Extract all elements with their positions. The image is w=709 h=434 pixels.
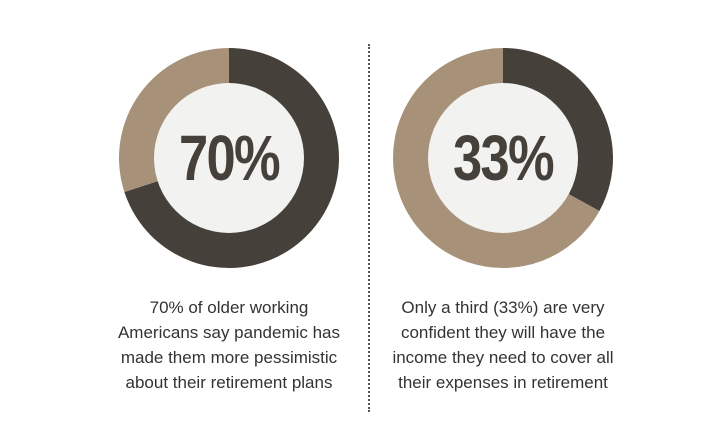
donut-center-label: 70%	[178, 122, 281, 194]
donut-svg	[393, 48, 613, 268]
stat-panel-confident: 33% Only a third (33%) are very confiden…	[353, 0, 653, 434]
donut-hole	[428, 83, 578, 233]
caption-pessimistic: 70% of older working Americans say pande…	[79, 295, 379, 395]
caption-confident: Only a third (33%) are very confident th…	[353, 295, 653, 395]
donut-chart-confident	[391, 46, 615, 270]
donut-hole	[154, 83, 304, 233]
donut-center-label: 33%	[452, 122, 555, 194]
caption-line: made them more pessimistic	[120, 348, 338, 367]
caption-line: income they need to cover all	[392, 348, 614, 367]
stat-panel-pessimistic: 70% 70% of older working Americans say p…	[79, 0, 379, 434]
caption-line: 70% of older working	[149, 298, 309, 317]
donut-svg	[118, 48, 339, 268]
caption-line: Only a third (33%) are very	[401, 298, 605, 317]
caption-line: confident they will have the	[400, 323, 606, 342]
dotted-divider	[368, 44, 370, 412]
caption-line: Americans say pandemic has	[117, 323, 341, 342]
caption-line: their expenses in retirement	[398, 373, 608, 392]
caption-line: about their retirement plans	[125, 373, 333, 392]
donut-chart-pessimistic	[117, 46, 341, 270]
